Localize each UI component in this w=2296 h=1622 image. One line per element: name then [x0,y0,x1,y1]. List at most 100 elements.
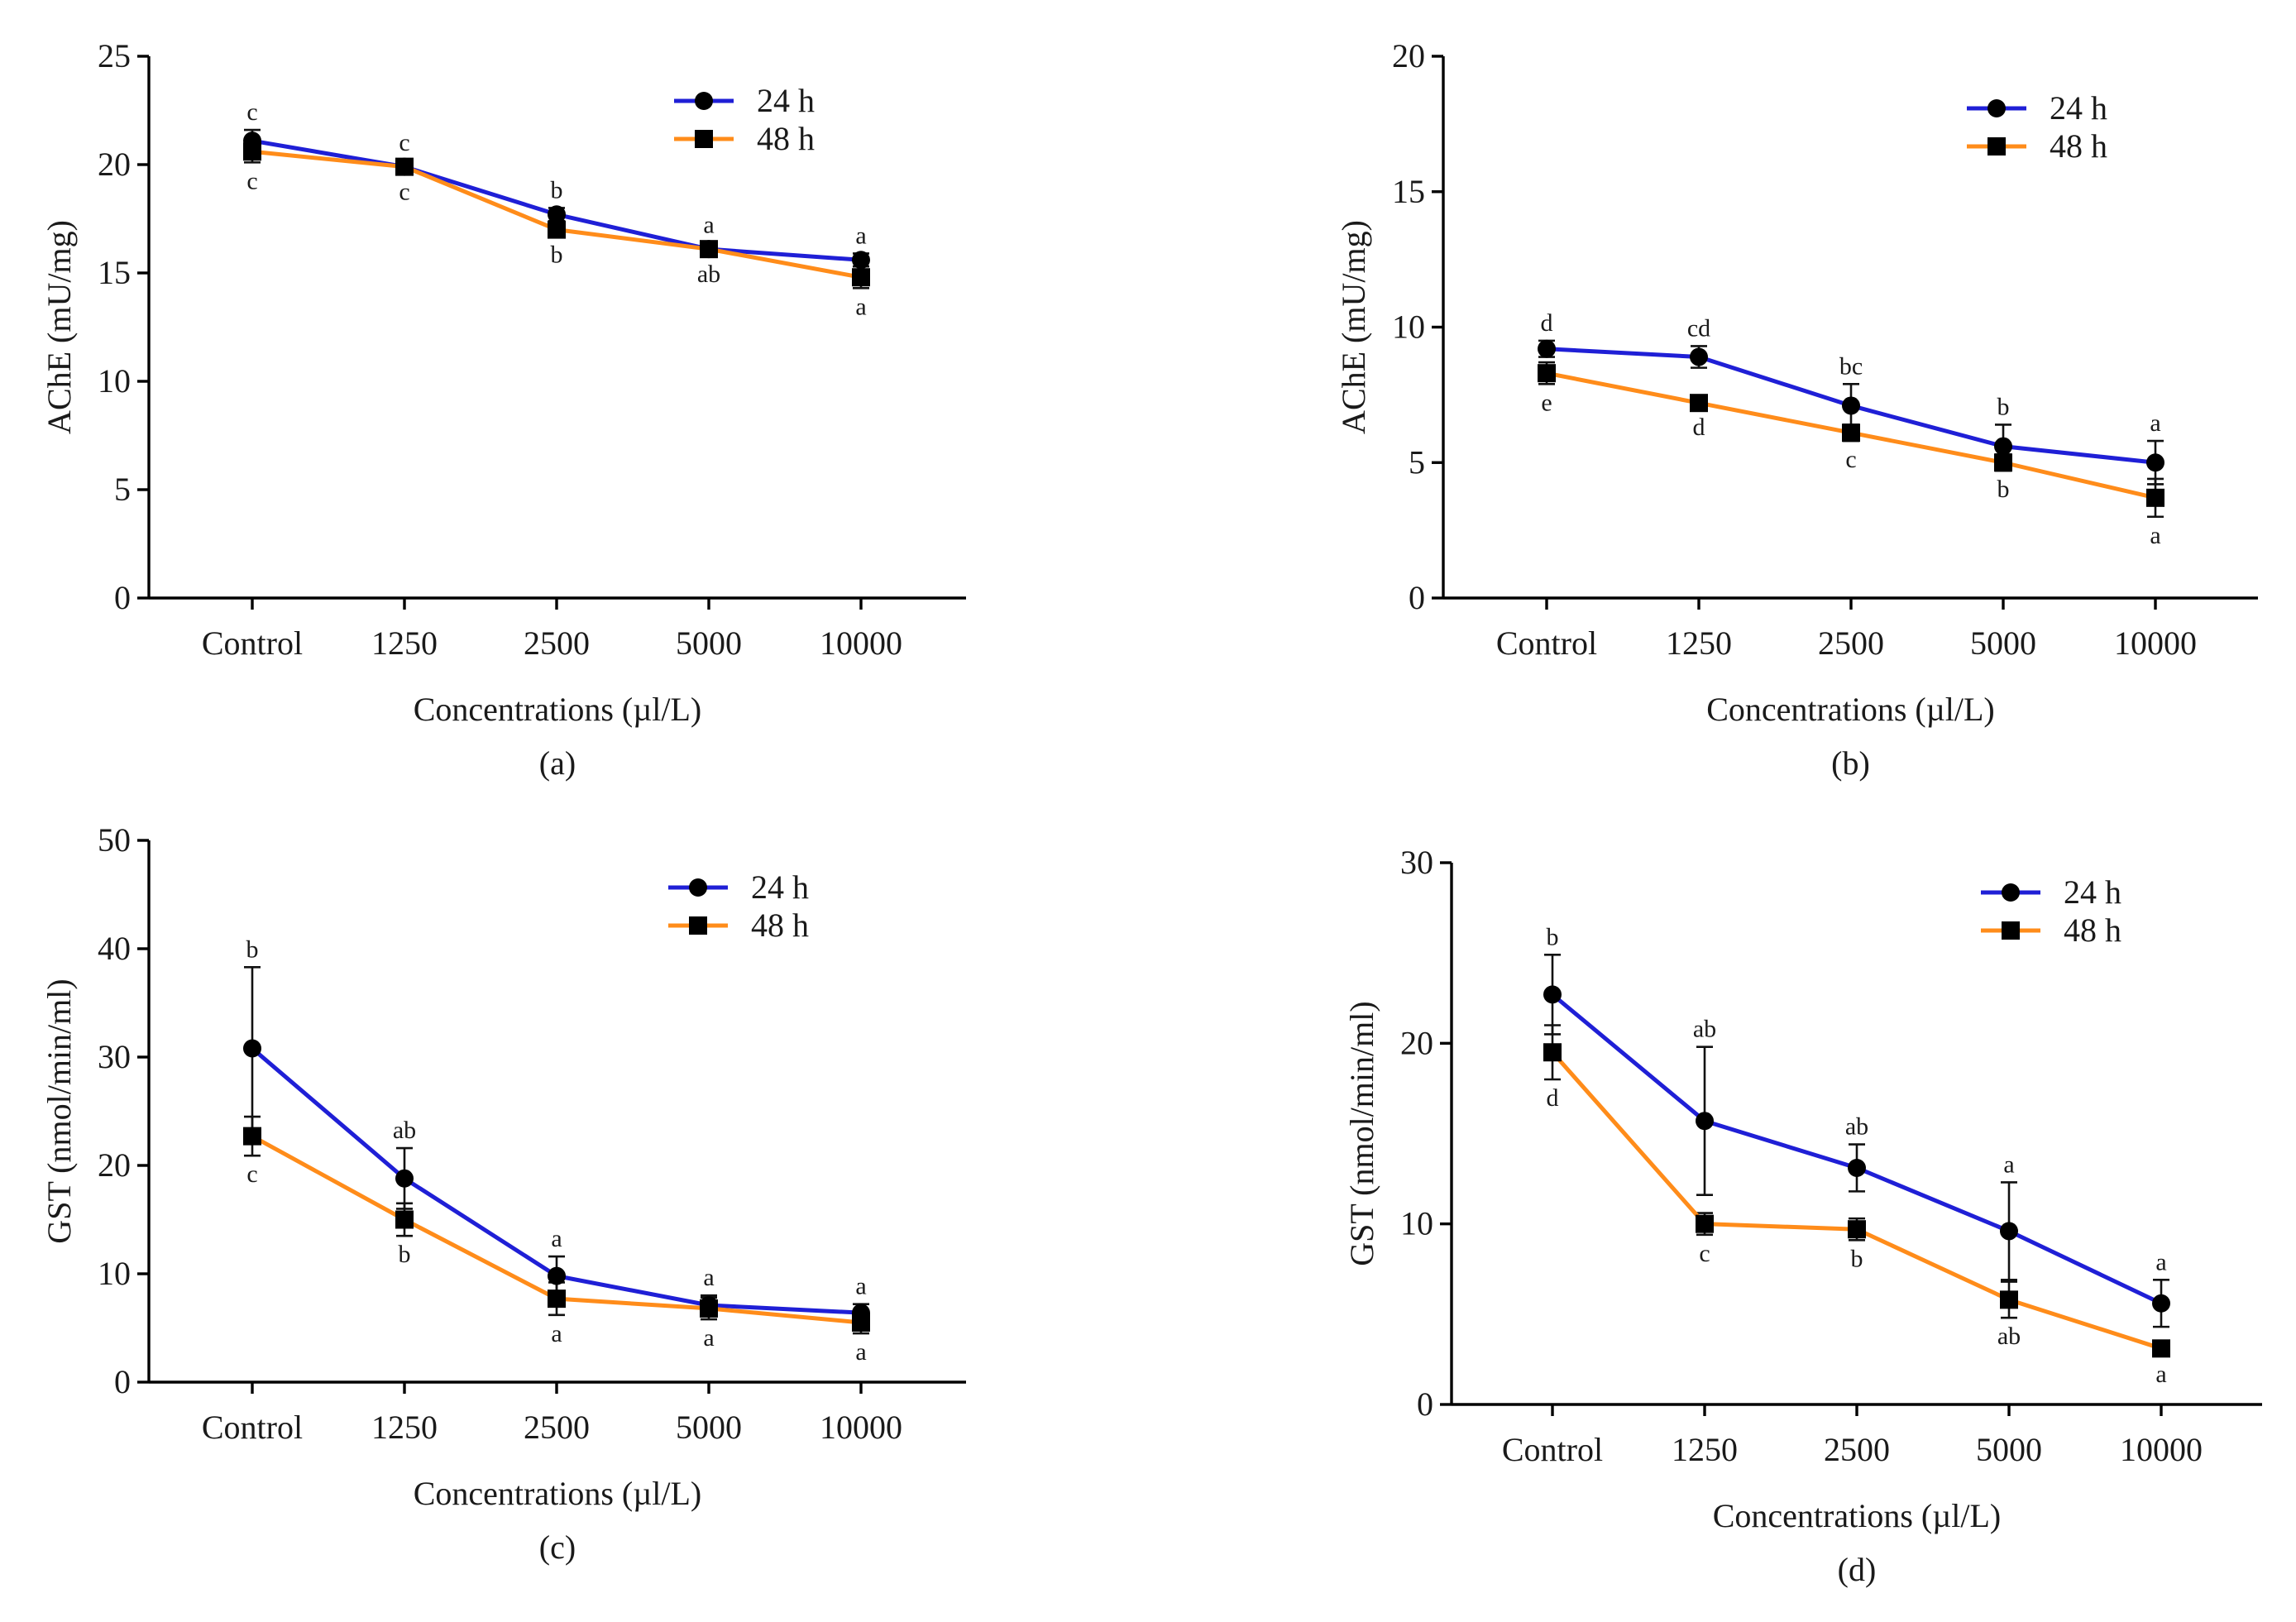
significance-letter-48h: b [1851,1245,1863,1272]
y-tick-label: 10 [1400,1205,1433,1242]
data-point-24h [1848,1158,1866,1177]
significance-letter-24h: cd [1687,314,1710,342]
y-tick-label: 20 [98,1146,131,1184]
data-point-24h [548,1266,566,1285]
significance-letter-48h: c [1845,446,1856,473]
significance-letter-48h: a [2155,1361,2166,1388]
data-point-48h [1994,453,2012,472]
legend-marker-48h [689,916,707,935]
x-axis-title: Concentrations (µl/L) [414,1475,702,1512]
legend-marker-48h [695,130,713,148]
legend-label-48h: 48 h [2064,911,2121,949]
x-tick-label: 1250 [371,624,438,662]
significance-letter-48h: ab [697,261,720,288]
x-tick-label: 5000 [676,1409,742,1446]
significance-letter-48h: a [2150,522,2160,549]
significance-letter-24h: a [2150,409,2160,437]
x-tick-label: 2500 [524,1409,590,1446]
data-point-48h [700,240,718,259]
significance-letter-24h: a [2003,1151,2014,1178]
data-point-48h [1543,1043,1562,1062]
significance-letter-48h: b [399,1241,411,1268]
significance-letter-48h: c [1699,1240,1710,1267]
x-tick-label: 1250 [1672,1431,1738,1468]
x-axis-title: Concentrations (µl/L) [1713,1497,2002,1534]
y-tick-label: 50 [98,821,131,859]
significance-letter-24h: ab [1693,1016,1716,1043]
data-point-48h [548,1289,566,1309]
x-tick-label: Control [202,624,303,662]
x-tick-label: Control [202,1409,303,1446]
significance-letter-24h: b [551,176,563,203]
data-point-48h [852,1313,870,1332]
panel-label: (b) [1831,744,1870,782]
significance-letter-48h: a [551,1320,562,1347]
x-tick-label: 2500 [1818,624,1884,662]
panel-label: (d) [1838,1551,1877,1588]
significance-letter-24h: c [246,98,257,126]
data-point-48h [2146,488,2164,507]
significance-letter-48h: c [399,178,409,205]
y-tick-label: 40 [98,930,131,967]
x-tick-label: 2500 [1824,1431,1890,1468]
y-tick-label: 10 [98,362,131,400]
data-point-48h [1848,1220,1866,1239]
significance-letter-48h: d [1547,1084,1559,1112]
legend-marker-48h [2002,921,2020,940]
significance-letter-48h: ab [1997,1323,2021,1350]
y-tick-label: 15 [98,254,131,291]
data-point-48h [2152,1339,2170,1358]
legend-label-24h: 24 h [2050,89,2107,127]
significance-letter-24h: a [551,1225,562,1252]
legend-marker-24h [2002,883,2020,902]
significance-letter-48h: c [246,1160,257,1188]
legend-marker-24h [689,878,707,897]
data-point-48h [852,268,870,287]
data-point-48h [2000,1290,2018,1309]
y-tick-label: 25 [98,37,131,74]
significance-letter-24h: a [855,222,866,249]
y-tick-label: 0 [1409,579,1425,616]
significance-letter-24h: a [855,1273,866,1300]
x-tick-label: Control [1502,1431,1603,1468]
data-point-24h [1842,396,1860,415]
panel-label: (c) [539,1529,576,1566]
significance-letter-24h: b [246,935,259,963]
data-point-24h [1696,1112,1714,1131]
significance-letter-24h: a [703,211,714,238]
x-tick-label: Control [1496,624,1597,662]
data-point-24h [243,1039,261,1058]
legend-marker-48h [1987,137,2006,156]
data-point-48h [1538,364,1556,383]
data-point-24h [1994,437,2012,456]
y-tick-label: 0 [1417,1385,1433,1423]
y-axis-title: AChE (mU/mg) [1335,220,1372,434]
y-tick-label: 30 [98,1038,131,1075]
significance-letter-48h: a [855,1338,866,1366]
y-tick-label: 0 [114,579,131,616]
chart-panel-3: 0 10 20 30 40 50 Control 1250 2500 5000 10000 Conce… [41,821,966,1566]
data-point-24h [1538,339,1556,358]
significance-letter-48h: a [855,293,866,320]
significance-letter-48h: b [551,241,563,268]
x-tick-label: 1250 [1666,624,1732,662]
legend-label-24h: 24 h [757,82,815,119]
significance-letter-48h: a [703,1324,714,1352]
data-point-48h [243,142,261,161]
legend-label-48h: 48 h [757,120,815,157]
y-axis-title: AChE (mU/mg) [41,220,78,434]
significance-letter-24h: b [1997,393,2010,420]
legend-marker-24h [695,92,713,110]
data-point-48h [395,1210,414,1229]
significance-letter-24h: a [703,1264,714,1291]
data-point-24h [2146,453,2164,472]
x-axis-title: Concentrations (µl/L) [1706,691,1995,728]
significance-letter-48h: c [246,167,257,194]
x-tick-label: 1250 [371,1409,438,1446]
significance-letter-24h: a [2155,1248,2166,1275]
significance-letter-24h: ab [393,1117,416,1144]
y-tick-label: 15 [1392,173,1425,210]
y-tick-label: 20 [1400,1024,1433,1061]
chart-panel-1: 0 5 10 15 20 25 Control 1250 2500 5000 10000 Concen… [41,37,966,782]
